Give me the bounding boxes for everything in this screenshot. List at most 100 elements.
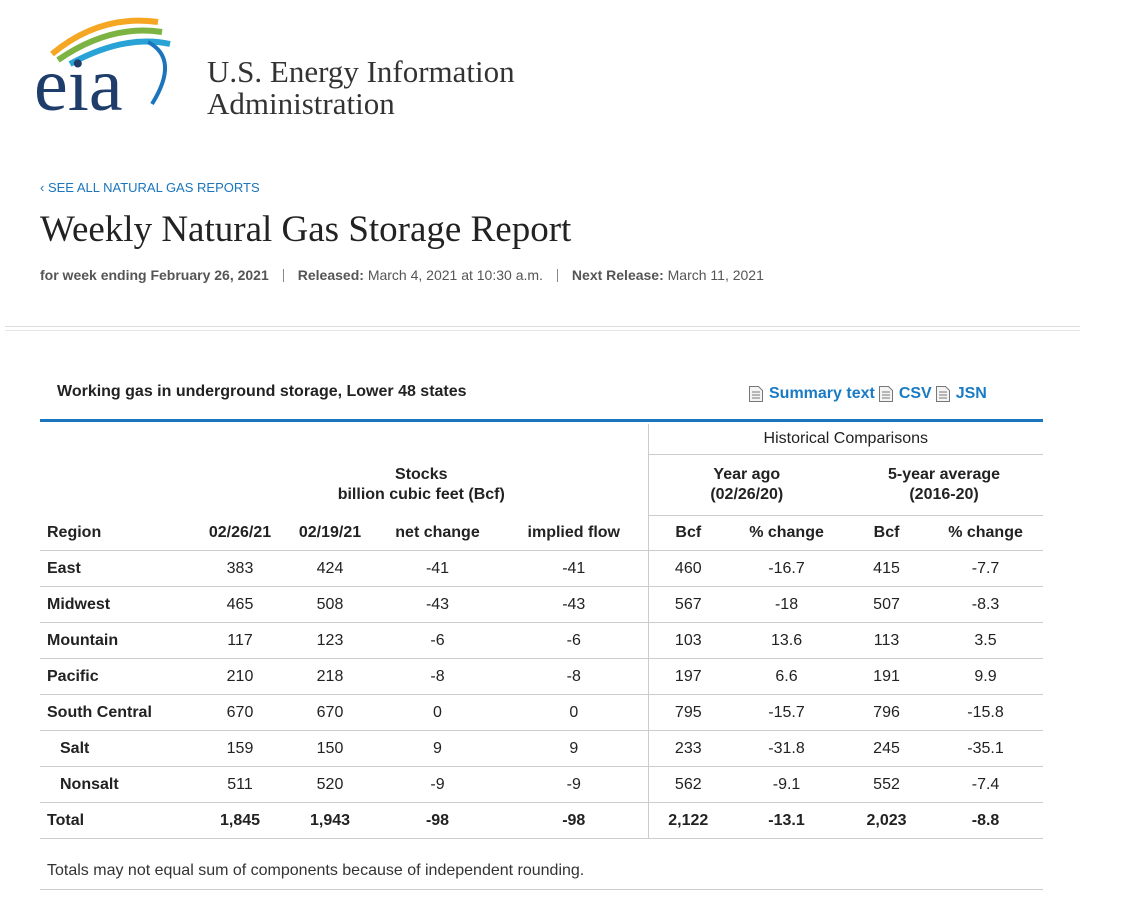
cell: 670 [195,694,285,731]
cell: 415 [845,550,929,587]
meta: for week ending February 26, 2021 Releas… [40,267,764,283]
row: Pacific 210 218 -8 -8 197 6.6 191 9.9 [40,658,1044,695]
logo: eia [34,17,171,124]
footnote: Totals may not equal sum of components b… [47,862,585,879]
cell: 123 [285,622,375,659]
five-year: 5-year average [887,466,1001,483]
column-header: Region [40,515,195,551]
cell: -16.7 [728,550,846,587]
column-header: % change [928,515,1044,551]
row: Midwest 465 508 -43 -43 567 -18 507 -8.3 [40,586,1044,623]
cell: -41 [500,550,649,587]
region: Pacific [40,658,195,695]
cell: -43 [500,586,649,623]
cell: 1,845 [195,802,285,839]
separator [556,268,558,282]
stocks: Stocks [395,466,448,483]
cell: 233 [647,730,729,767]
cell: 218 [285,658,375,695]
cell: 103 [647,622,729,659]
cell: -8 [375,658,500,695]
storage-table: Historical Comparisons Stocks billion cub… [40,424,1044,839]
cell: 460 [647,550,729,587]
cell: 210 [195,658,285,695]
region: Salt [40,730,195,767]
cell: 13.6 [728,622,846,659]
link[interactable]: CSV [898,385,932,402]
column-header: 02/26/21 [195,515,285,551]
region: Mountain [40,622,195,659]
table-caption: Working gas in underground storage, Lowe… [57,383,467,400]
cell: 2,122 [647,802,729,839]
label: Next Release: [571,267,664,283]
region: East [40,550,195,587]
column-header: 02/19/21 [285,515,375,551]
cell: 2,023 [845,802,929,839]
cell: 245 [845,730,929,767]
divider [5,326,1080,331]
date: March 11, 2021 [667,267,764,283]
column-header: Bcf [647,515,729,551]
cell: 9 [375,730,500,767]
unit: billion cubic feet (Bcf) [337,486,505,503]
back-link[interactable]: ‹ SEE ALL NATURAL GAS REPORTS [40,180,260,195]
cell: 465 [195,586,285,623]
label: Released: [297,267,364,283]
doc-icon [878,386,893,402]
cell: 670 [285,694,375,731]
cell: 511 [195,766,285,803]
region: Total [40,802,195,839]
logo-text: eia [34,43,123,124]
row: Salt 159 150 9 9 233 -31.8 245 -35.1 [40,730,1044,767]
cell: -15.8 [928,694,1044,731]
link[interactable]: Summary text [769,385,875,402]
agency-name: U.S. Energy Information [207,54,515,89]
cell: 383 [195,550,285,587]
cell: 0 [375,694,500,731]
cell: 113 [845,622,929,659]
link[interactable]: JSN [955,385,987,402]
row: Mountain 117 123 -6 -6 103 13.6 113 3.5 [40,622,1044,659]
group-header: 5-year average (2016-20) [845,454,1044,516]
cell: 197 [647,658,729,695]
group-header: Year ago (02/26/20) [647,454,846,516]
cell: -98 [500,802,649,839]
date: March 4, 2021 at 10:30 a.m. [367,267,543,283]
region: South Central [40,694,195,731]
cell: -8.3 [928,586,1044,623]
region: Nonsalt [40,766,195,803]
cell: 520 [285,766,375,803]
doc-icon [935,386,950,402]
cell: -7.4 [928,766,1044,803]
cell: 9 [500,730,649,767]
separator [282,268,284,282]
doc-icon [749,386,763,402]
week: for week ending February 26, 2021 [40,267,269,283]
page-title: Weekly Natural Gas Storage Report [40,209,572,250]
cell: -9 [500,766,649,803]
column-header: % change [728,515,846,551]
cell: 508 [285,586,375,623]
cell: 117 [195,622,285,659]
cell: 562 [647,766,729,803]
cell: 552 [845,766,929,803]
year-ago: Year ago [713,466,781,483]
row: East 383 424 -41 -41 460 -16.7 415 -7.7 [40,550,1044,587]
cell: -15.7 [728,694,846,731]
column-header: implied flow [500,515,649,551]
row: South Central 670 670 0 0 795 -15.7 796 -15.8 [40,694,1044,731]
cell: -98 [375,802,500,839]
cell: 3.5 [928,622,1044,659]
cell: 567 [647,586,729,623]
date: (02/26/20) [710,486,784,503]
cell: -41 [375,550,500,587]
links: Summary text CSV JSN [748,385,987,403]
cell: 6.6 [728,658,846,695]
cell: 796 [845,694,929,731]
cell: 191 [845,658,929,695]
rule [40,889,1043,890]
cell: 795 [647,694,729,731]
cell: 507 [845,586,929,623]
group-header: Historical Comparisons [647,424,1044,455]
